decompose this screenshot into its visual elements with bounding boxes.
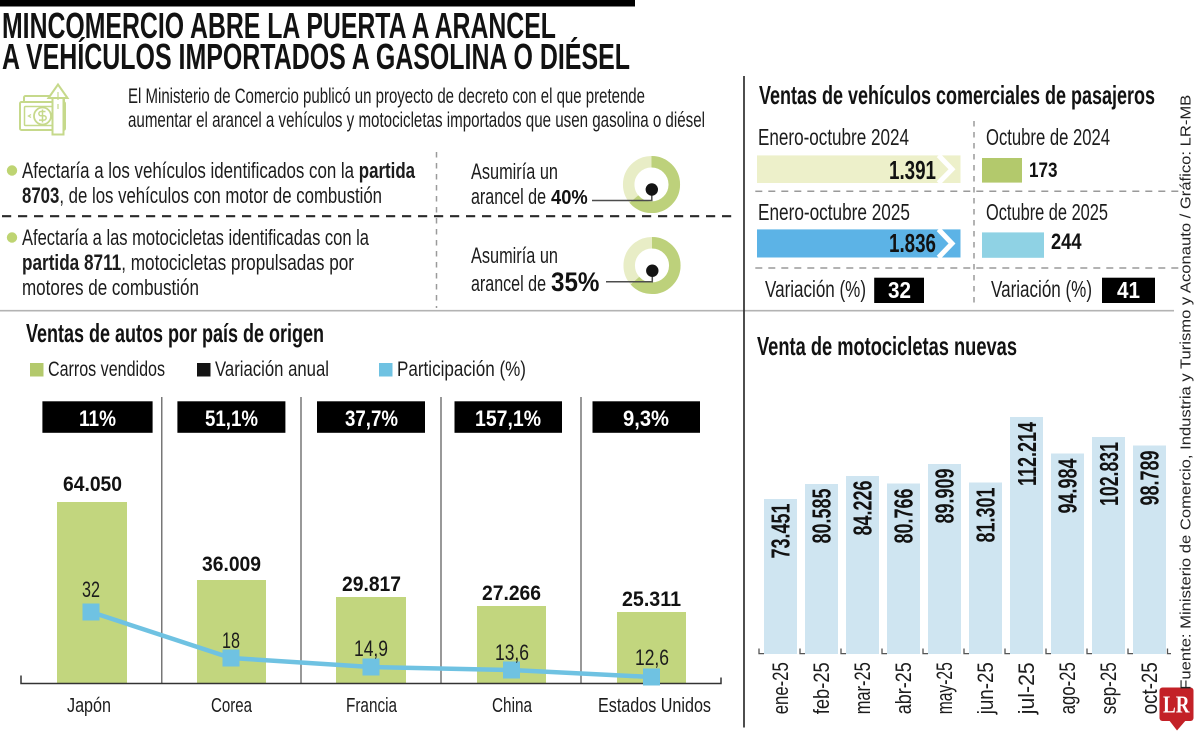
svg-text:LR: LR	[1163, 692, 1190, 719]
